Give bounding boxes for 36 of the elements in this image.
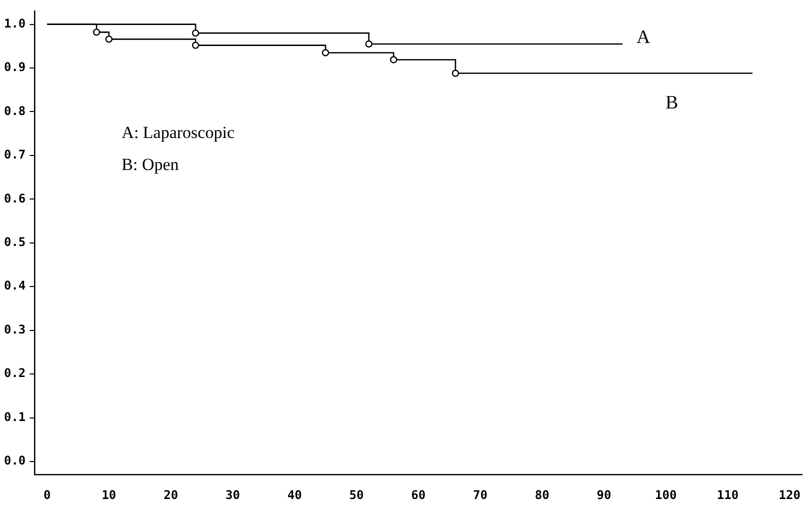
y-tick-label: 0.8 (4, 104, 26, 118)
series-label: B (665, 92, 678, 114)
series-label: A (636, 26, 651, 48)
annotation: B: Open (122, 155, 180, 174)
x-tick-label: 80 (534, 488, 550, 502)
x-tick-label: 10 (102, 488, 116, 502)
y-tick-label: 0.5 (4, 235, 26, 250)
point (105, 36, 113, 43)
x-tick-label: 100 (655, 488, 677, 502)
x-tick-label: 120 (778, 488, 800, 502)
y-tick-label: 0.2 (4, 366, 26, 380)
y-tick-label: 0.6 (4, 191, 26, 206)
y-tick-label: 0.1 (4, 410, 26, 424)
y-tick-label: 0.3 (4, 322, 26, 336)
x-tick-label: 110 (716, 488, 739, 502)
point (192, 29, 200, 37)
y-tick-label: 1.0 (4, 16, 26, 30)
x-tick-label: 40 (287, 488, 302, 502)
y-tick-label: 0.0 (4, 454, 26, 468)
point (452, 70, 460, 77)
x-tick-label: 0 (43, 488, 51, 502)
x-tick-label: 30 (225, 488, 240, 502)
x-tick-label: 90 (596, 488, 612, 502)
point (390, 56, 398, 64)
y-tick-label: 0.4 (4, 278, 26, 293)
point (365, 40, 372, 48)
point (192, 42, 200, 49)
point (322, 49, 330, 56)
x-tick-label: 20 (164, 488, 178, 502)
y-tick-label: 0.9 (4, 60, 26, 74)
y-tick-label: 0.7 (4, 148, 26, 162)
x-tick-label: 60 (411, 488, 426, 502)
x-tick-label: 50 (349, 488, 364, 502)
point (92, 28, 100, 36)
annotation: A: Laparoscopic (122, 123, 235, 142)
x-tick-label: 70 (472, 488, 488, 502)
